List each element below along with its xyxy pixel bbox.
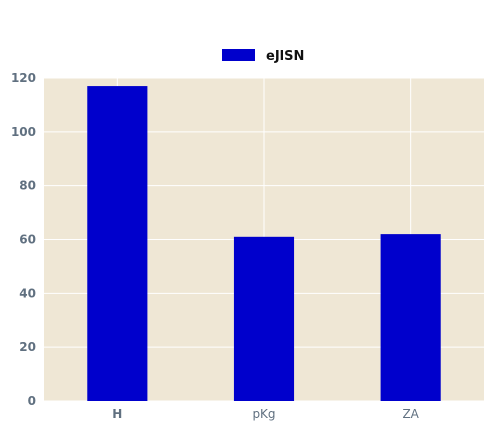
y-tick-label: 40 bbox=[19, 286, 36, 300]
x-tick-label: ZA bbox=[402, 407, 419, 421]
bar-pKg bbox=[233, 236, 295, 401]
bar-ZA bbox=[380, 234, 441, 401]
y-tick-labels: 0 20 40 60 80 100 120 bbox=[11, 71, 36, 408]
y-tick-label: 100 bbox=[11, 125, 36, 139]
y-tick-label: 120 bbox=[11, 71, 36, 85]
legend-swatch bbox=[222, 49, 255, 61]
legend-label: eJlSN bbox=[266, 49, 304, 64]
y-tick-label: 20 bbox=[19, 340, 36, 354]
y-tick-label: 0 bbox=[28, 394, 36, 408]
legend: eJlSN bbox=[222, 49, 304, 64]
y-tick-label: 60 bbox=[19, 233, 36, 247]
y-tick-label: 80 bbox=[19, 179, 36, 193]
bar-H bbox=[87, 86, 148, 401]
bars bbox=[87, 86, 441, 401]
x-tick-label: pKg bbox=[252, 407, 275, 421]
x-tick-label: H bbox=[112, 407, 122, 421]
